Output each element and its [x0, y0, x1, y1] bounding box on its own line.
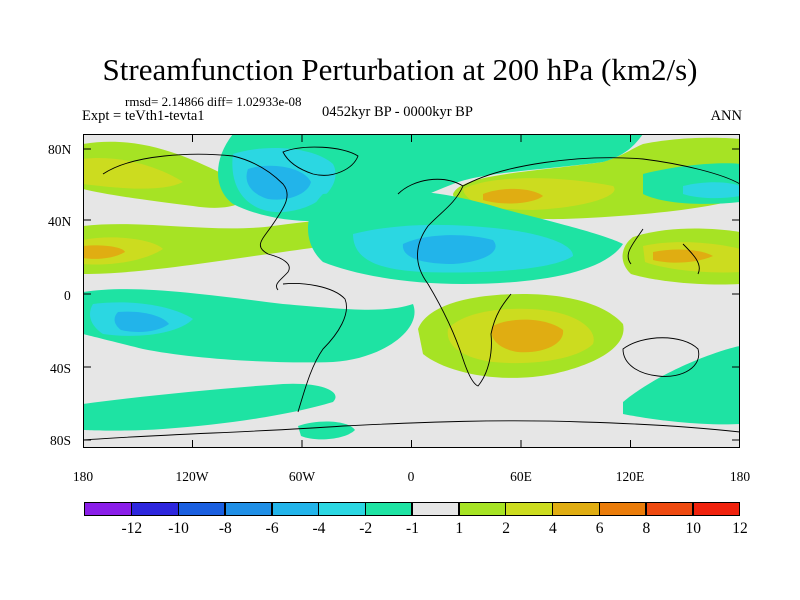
colorbar-label: -8: [218, 520, 232, 537]
map-ticks: [83, 134, 740, 448]
colorbar-box: [177, 502, 226, 516]
colorbar-box: [224, 502, 273, 516]
field-region: [402, 235, 496, 264]
coastline-antarctica: [83, 420, 740, 441]
coastline-greenland: [282, 146, 359, 176]
colorbar-label: 2: [502, 520, 510, 537]
lon-label-60w: 60W: [288, 469, 316, 484]
experiment-label: Expt = teVth1-tevta1: [82, 108, 205, 124]
colorbar-label: -10: [168, 520, 189, 537]
lat-label-40s: 40S: [50, 361, 72, 376]
colorbar-label: -12: [121, 520, 143, 537]
colorbar-box: [692, 502, 740, 516]
lat-label-80n: 80N: [48, 142, 72, 157]
colorbar-box: [458, 502, 507, 516]
field-region: [83, 158, 183, 189]
map-panel: [83, 134, 740, 448]
field-contours: [83, 134, 740, 448]
field-region: [683, 182, 740, 199]
colorbar-box: [552, 502, 600, 516]
colorbar-box: [411, 502, 460, 516]
colorbar-label: -2: [359, 520, 373, 537]
chart-title: Streamfunction Perturbation at 200 hPa (…: [102, 52, 698, 87]
coastline-south-america: [282, 283, 347, 413]
coastline-north-america: [102, 153, 290, 291]
colorbar-box: [645, 502, 694, 516]
field-region: [83, 289, 415, 363]
lat-label-80s: 80S: [50, 433, 72, 448]
colorbar-label: 6: [595, 520, 604, 537]
field-region: [83, 383, 336, 431]
lat-label-40n: 40N: [48, 214, 72, 229]
colorbar-label: -6: [265, 520, 279, 537]
lon-label-120e: 120E: [615, 469, 645, 484]
colorbar-box: [131, 502, 179, 516]
stats-line: rmsd= 2.14866 diff= 1.02933e-08: [125, 94, 302, 109]
lon-label-180w: 180: [72, 469, 94, 484]
lon-label-60e: 60E: [510, 469, 532, 484]
colorbar-label: 8: [642, 520, 651, 537]
colorbar-label: 4: [548, 520, 557, 537]
colorbar-box: [271, 502, 319, 516]
colorbar-box: [365, 502, 413, 516]
colorbar-label: 12: [732, 520, 748, 537]
season-label: ANN: [710, 108, 742, 124]
lon-label-120w: 120W: [175, 469, 209, 484]
field-region: [246, 165, 311, 200]
colorbar-box: [505, 502, 553, 516]
coastline-europe-africa: [397, 178, 512, 387]
field-region: [83, 245, 125, 259]
colorbar-label: 10: [685, 520, 701, 537]
coastline-asia: [462, 157, 740, 275]
lon-label-180e: 180: [729, 469, 751, 484]
field-region: [653, 249, 713, 263]
colorbar-box: [318, 502, 366, 516]
field-region: [114, 311, 169, 332]
period-label: 0452kyr BP - 0000kyr BP: [322, 104, 473, 120]
colorbar-box: [84, 502, 132, 516]
field-region: [491, 319, 564, 353]
colorbar-label: 1: [455, 520, 464, 537]
colorbar: [84, 502, 740, 516]
colorbar-label: -4: [312, 520, 326, 537]
colorbar-label: -1: [406, 520, 419, 537]
field-region: [623, 346, 740, 425]
colorbar-box: [599, 502, 647, 516]
coastlines: [83, 146, 740, 441]
lon-label-0: 0: [407, 469, 415, 484]
lat-label-0: 0: [64, 288, 71, 303]
coastline-australia: [622, 337, 700, 377]
field-region: [483, 188, 543, 204]
